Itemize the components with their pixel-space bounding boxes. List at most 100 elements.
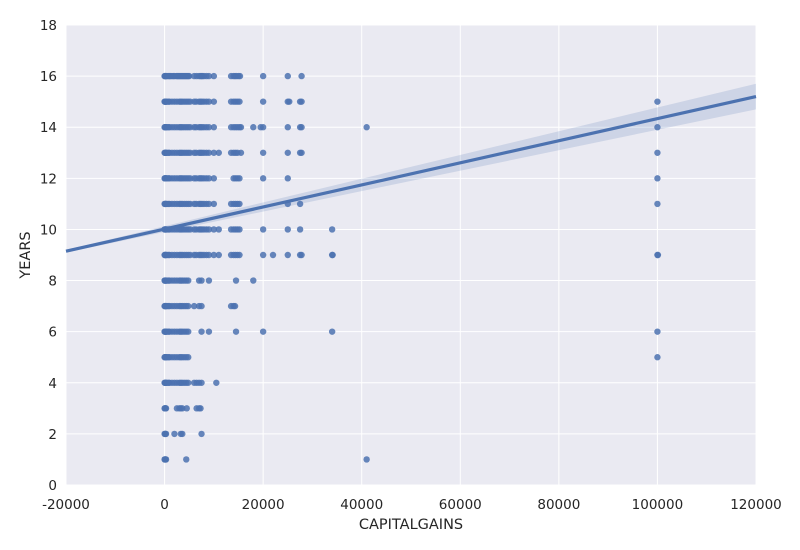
data-point [236, 72, 244, 80]
data-point [215, 149, 222, 156]
data-point [298, 98, 305, 105]
data-point [198, 430, 205, 438]
data-point [205, 328, 213, 335]
data-point [210, 98, 218, 105]
data-point [205, 98, 213, 105]
data-point [296, 226, 304, 233]
y-tick-label: 10 [40, 222, 57, 238]
data-point [210, 175, 218, 182]
data-point [654, 149, 661, 156]
regression-line-group [65, 94, 757, 253]
data-point [298, 149, 305, 156]
data-point [363, 456, 370, 463]
y-tick-label: 18 [40, 18, 57, 34]
data-point [185, 354, 192, 361]
data-point [237, 149, 245, 156]
data-point [198, 302, 205, 310]
data-point [185, 277, 192, 284]
data-point [205, 251, 213, 259]
data-point [215, 251, 222, 259]
data-point [205, 149, 213, 156]
x-tick-label: -20000 [42, 497, 90, 513]
x-tick-label: 60000 [439, 497, 482, 513]
data-point [259, 124, 267, 131]
data-point [205, 226, 213, 233]
data-point [210, 251, 218, 259]
data-point [205, 124, 213, 131]
data-point [198, 379, 205, 386]
data-point [284, 72, 291, 80]
data-point [213, 379, 220, 386]
x-tick-labels: -20000 0 20000 40000 60000 80000 100000 120000 [42, 497, 782, 513]
data-point [259, 149, 267, 156]
data-point [269, 251, 277, 259]
data-point [328, 226, 336, 233]
y-tick-label: 14 [40, 120, 57, 136]
data-point [250, 124, 257, 131]
data-point [179, 430, 186, 438]
confidence-band-area [66, 83, 756, 253]
data-point [654, 175, 661, 182]
data-point [284, 149, 291, 156]
data-point [236, 98, 243, 105]
x-tick-label: 40000 [340, 497, 383, 513]
data-point [185, 302, 192, 310]
data-point [215, 226, 222, 233]
y-tick-labels: 0 2 4 6 8 10 12 14 16 18 [40, 18, 57, 494]
data-point [236, 200, 243, 208]
data-point [259, 251, 267, 259]
data-point [259, 72, 267, 80]
data-point [259, 98, 267, 105]
data-point [236, 226, 243, 233]
y-axis-label: YEARS [18, 231, 34, 279]
data-point [654, 328, 661, 335]
data-point [190, 302, 198, 310]
regression-line [65, 94, 757, 253]
data-point [183, 456, 190, 463]
data-point [298, 251, 305, 259]
data-point [162, 405, 170, 412]
data-point [179, 405, 186, 412]
x-tick-label: 120000 [730, 497, 782, 513]
data-point [205, 200, 213, 208]
data-point [198, 277, 205, 284]
data-point [284, 251, 291, 259]
data-point [205, 277, 213, 284]
data-point [185, 328, 192, 335]
data-point [250, 277, 257, 284]
data-point [329, 251, 336, 259]
data-point [210, 149, 218, 156]
y-tick-label: 16 [40, 69, 57, 85]
data-point [259, 328, 267, 335]
data-point [183, 405, 190, 412]
data-point [162, 430, 170, 438]
y-tick-label: 2 [48, 427, 57, 443]
data-point [363, 124, 370, 131]
data-point [236, 175, 243, 182]
data-point [232, 277, 240, 284]
data-point [232, 328, 240, 335]
data-point [654, 251, 662, 259]
x-axis-label: CAPITALGAINS [359, 517, 463, 533]
y-tick-label: 8 [48, 274, 57, 290]
y-tick-label: 0 [48, 478, 57, 494]
data-point [328, 328, 336, 335]
data-point [210, 226, 218, 233]
data-point [210, 72, 218, 80]
data-point [171, 430, 178, 438]
data-point [231, 302, 239, 310]
data-point [162, 456, 170, 463]
data-point [284, 124, 291, 131]
data-point [654, 98, 661, 105]
data-point [296, 200, 304, 208]
data-point [284, 226, 291, 233]
y-tick-label: 4 [48, 376, 57, 392]
data-point [284, 175, 291, 182]
data-point [186, 72, 193, 80]
data-point [654, 200, 661, 208]
y-tick-label: 12 [40, 171, 57, 187]
data-point [654, 354, 661, 361]
data-point [654, 124, 661, 131]
data-point [210, 124, 218, 131]
